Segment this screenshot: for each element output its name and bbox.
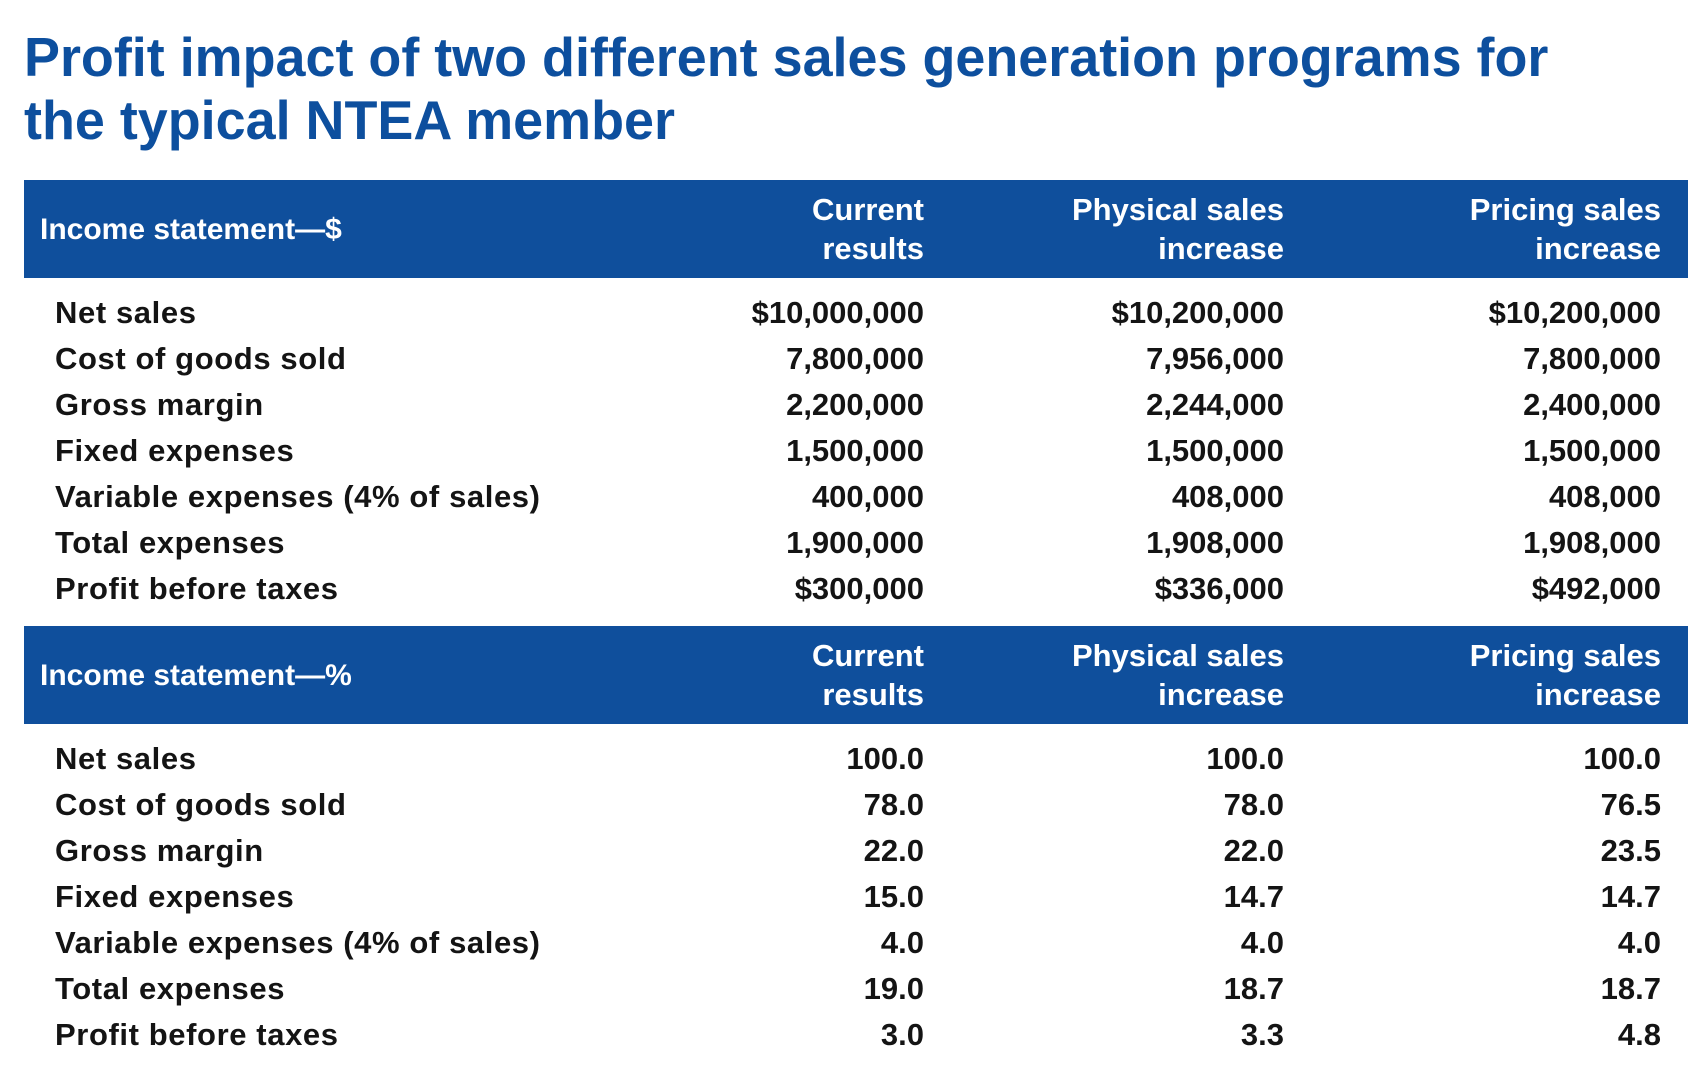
value-current: $10,000,000	[751, 295, 924, 330]
header-current-results: Current results	[564, 180, 924, 278]
header-line: Physical sales	[1072, 638, 1284, 673]
value-pricing: $10,200,000	[1488, 295, 1661, 330]
header-pricing-sales-increase: Pricing sales increase	[1301, 626, 1661, 724]
value-pricing: 1,500,000	[1523, 433, 1661, 468]
table-body: Net sales $10,000,000 $10,200,000 $10,20…	[24, 278, 1688, 612]
table-row: Cost of goods sold 7,800,000 7,956,000 7…	[24, 336, 1688, 382]
table-row: Cost of goods sold 78.0 78.0 76.5	[24, 782, 1688, 828]
value-pricing: 18.7	[1600, 971, 1661, 1006]
header-label: Income statement—$	[40, 212, 342, 246]
value-pricing: 4.0	[1617, 925, 1661, 960]
header-line: Current	[812, 192, 924, 227]
value-pricing: 76.5	[1600, 787, 1661, 822]
value-physical: 1,908,000	[1146, 525, 1284, 560]
header-line: results	[822, 677, 924, 712]
value-pricing: 7,800,000	[1523, 341, 1661, 376]
table-row: Fixed expenses 1,500,000 1,500,000 1,500…	[24, 428, 1688, 474]
value-current: 15.0	[863, 879, 924, 914]
value-physical: $10,200,000	[1111, 295, 1284, 330]
value-pricing: 4.8	[1617, 1017, 1661, 1052]
table-row: Total expenses 1,900,000 1,908,000 1,908…	[24, 520, 1688, 566]
table-body: Net sales 100.0 100.0 100.0 Cost of good…	[24, 724, 1688, 1058]
value-current: 2,200,000	[786, 387, 924, 422]
value-pricing: 14.7	[1600, 879, 1661, 914]
header-physical-sales-increase: Physical sales increase	[924, 626, 1284, 724]
value-physical: 1,500,000	[1146, 433, 1284, 468]
value-current: $300,000	[794, 571, 924, 606]
table-row: Gross margin 22.0 22.0 23.5	[24, 828, 1688, 874]
table-header: Income statement—% Current results Physi…	[24, 626, 1688, 724]
value-current: 1,900,000	[786, 525, 924, 560]
value-physical: 2,244,000	[1146, 387, 1284, 422]
value-current: 19.0	[863, 971, 924, 1006]
header-pricing-sales-increase: Pricing sales increase	[1301, 180, 1661, 278]
row-label: Profit before taxes	[55, 1017, 339, 1052]
page-title: Profit impact of two different sales gen…	[24, 26, 1549, 151]
income-statement-dollars-table: Income statement—$ Current results Physi…	[24, 180, 1688, 612]
row-label: Net sales	[55, 741, 197, 776]
row-label: Profit before taxes	[55, 571, 339, 606]
row-label: Total expenses	[55, 971, 286, 1006]
row-label: Fixed expenses	[55, 433, 295, 468]
row-label: Gross margin	[55, 387, 264, 422]
table-header: Income statement—$ Current results Physi…	[24, 180, 1688, 278]
value-current: 4.0	[880, 925, 924, 960]
header-line: Current	[812, 638, 924, 673]
table-row: Profit before taxes $300,000 $336,000 $4…	[24, 566, 1688, 612]
value-physical: 18.7	[1223, 971, 1284, 1006]
row-label: Net sales	[55, 295, 197, 330]
value-pricing: 23.5	[1600, 833, 1661, 868]
value-current: 400,000	[811, 479, 924, 514]
value-current: 7,800,000	[786, 341, 924, 376]
value-physical: 3.3	[1240, 1017, 1284, 1052]
value-pricing: 1,908,000	[1523, 525, 1661, 560]
header-line: results	[822, 231, 924, 266]
row-label: Fixed expenses	[55, 879, 295, 914]
header-current-results: Current results	[564, 626, 924, 724]
table-row: Variable expenses (4% of sales) 4.0 4.0 …	[24, 920, 1688, 966]
row-label: Cost of goods sold	[55, 341, 347, 376]
header-line: increase	[1158, 231, 1284, 266]
value-current: 78.0	[863, 787, 924, 822]
row-label: Cost of goods sold	[55, 787, 347, 822]
header-physical-sales-increase: Physical sales increase	[924, 180, 1284, 278]
value-pricing: $492,000	[1531, 571, 1661, 606]
row-label: Gross margin	[55, 833, 264, 868]
table-row: Profit before taxes 3.0 3.3 4.8	[24, 1012, 1688, 1058]
table-row: Net sales 100.0 100.0 100.0	[24, 736, 1688, 782]
table-row: Fixed expenses 15.0 14.7 14.7	[24, 874, 1688, 920]
header-line: Pricing sales	[1469, 638, 1661, 673]
income-statement-percent-table: Income statement—% Current results Physi…	[24, 626, 1688, 1058]
table-row: Net sales $10,000,000 $10,200,000 $10,20…	[24, 290, 1688, 336]
value-physical: 22.0	[1223, 833, 1284, 868]
value-pricing: 2,400,000	[1523, 387, 1661, 422]
row-label: Variable expenses (4% of sales)	[55, 479, 541, 514]
header-line: Physical sales	[1072, 192, 1284, 227]
value-current: 100.0	[846, 741, 924, 776]
value-pricing: 100.0	[1583, 741, 1661, 776]
header-label: Income statement—%	[40, 658, 352, 692]
row-label: Total expenses	[55, 525, 286, 560]
value-physical: 4.0	[1240, 925, 1284, 960]
header-line: increase	[1158, 677, 1284, 712]
value-physical: 100.0	[1206, 741, 1284, 776]
value-physical: 7,956,000	[1146, 341, 1284, 376]
value-physical: $336,000	[1154, 571, 1284, 606]
value-current: 3.0	[880, 1017, 924, 1052]
table-row: Gross margin 2,200,000 2,244,000 2,400,0…	[24, 382, 1688, 428]
value-pricing: 408,000	[1548, 479, 1661, 514]
value-current: 22.0	[863, 833, 924, 868]
table-row: Variable expenses (4% of sales) 400,000 …	[24, 474, 1688, 520]
value-physical: 408,000	[1171, 479, 1284, 514]
value-physical: 14.7	[1223, 879, 1284, 914]
table-row: Total expenses 19.0 18.7 18.7	[24, 966, 1688, 1012]
header-line: increase	[1535, 677, 1661, 712]
row-label: Variable expenses (4% of sales)	[55, 925, 541, 960]
header-line: increase	[1535, 231, 1661, 266]
value-current: 1,500,000	[786, 433, 924, 468]
value-physical: 78.0	[1223, 787, 1284, 822]
header-line: Pricing sales	[1469, 192, 1661, 227]
